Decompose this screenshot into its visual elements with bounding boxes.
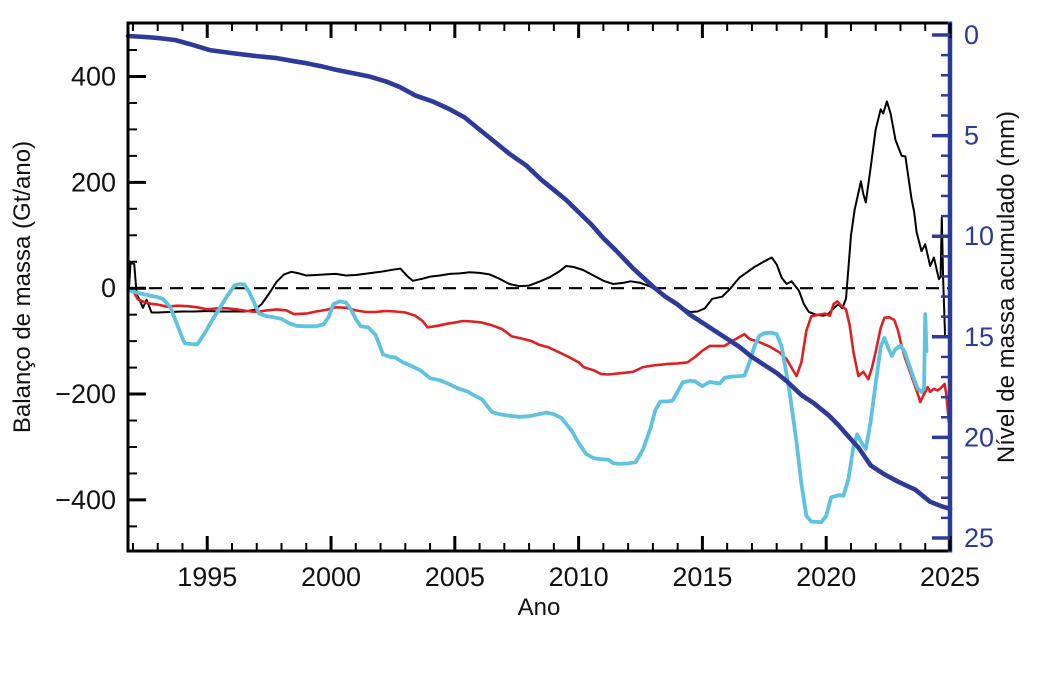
x-tick-label: 2015 [672,562,732,592]
y-right-tick-label: 0 [964,20,979,50]
x-tick-label: 2010 [549,562,609,592]
x-tick-label: 1995 [177,562,237,592]
plot-frame-and-axis-ticks [126,21,953,553]
left-axis-tick-labels: −400 −200 0 200 400 [55,61,116,514]
y-right-tick-label: 25 [964,523,994,553]
y-right-tick-label: 5 [964,121,979,151]
left-axis-title: Balanço de massa (Gt/ano) [9,141,36,433]
x-tick-label: 2025 [920,562,980,592]
series-line-balanco-de-massa-linha-azul-clara [126,282,929,525]
plot-frame-black [126,21,950,553]
x-tick-label: 2000 [301,562,361,592]
y-right-tick-label: 10 [964,221,994,251]
series-line-balanco-de-massa-linha-preta [128,100,946,336]
y-left-tick-label: 400 [71,61,116,91]
right-axis-tick-labels: 0 5 10 15 20 25 [964,20,994,553]
y-left-tick-label: −200 [55,379,116,409]
series-line-balanco-de-massa-linha-vermelha [126,285,951,424]
x-tick-label: 2005 [425,562,485,592]
x-axis-title: Ano [518,594,561,621]
data-series-lines [125,33,953,525]
y-right-tick-label: 15 [964,322,994,352]
x-axis-tick-labels: 1995 2000 2005 2010 2015 2020 2025 [177,562,980,592]
y-right-tick-label: 20 [964,422,994,452]
y-left-tick-label: −400 [55,485,116,515]
series-line-nivel-de-massa-acumulado-linha-azul-escura [125,33,953,512]
y-left-tick-label: 200 [71,167,116,197]
x-tick-label: 2020 [796,562,856,592]
right-axis-title: Nível de massa acumulado (mm) [993,111,1020,463]
y-left-tick-label: 0 [101,273,116,303]
